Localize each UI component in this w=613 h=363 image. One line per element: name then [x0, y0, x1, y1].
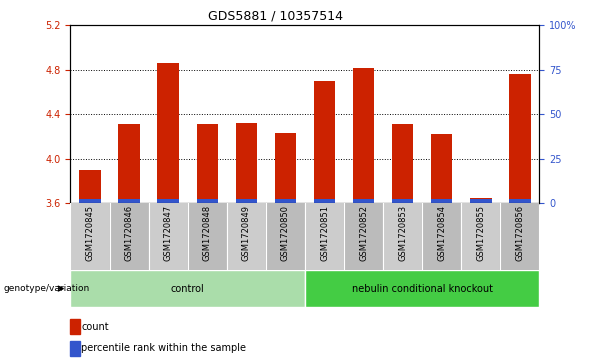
Bar [158, 199, 179, 203]
Text: GSM1720845: GSM1720845 [86, 205, 94, 261]
Bar [235, 199, 257, 203]
Bar [149, 203, 188, 270]
Bar [470, 198, 492, 203]
Bar [314, 81, 335, 203]
Bar [118, 125, 140, 203]
Bar [79, 199, 101, 203]
Bar [353, 68, 375, 203]
Bar [500, 203, 539, 270]
Bar [235, 123, 257, 203]
Bar [422, 203, 462, 270]
Text: GSM1720853: GSM1720853 [398, 205, 407, 261]
Bar [70, 203, 110, 270]
Bar [79, 170, 101, 203]
Text: count: count [82, 322, 109, 332]
Text: GSM1720852: GSM1720852 [359, 205, 368, 261]
Text: GSM1720855: GSM1720855 [476, 205, 485, 261]
Text: GSM1720854: GSM1720854 [437, 205, 446, 261]
Bar [509, 74, 531, 203]
Bar [392, 199, 413, 203]
Bar [509, 199, 531, 203]
Bar [462, 203, 500, 270]
Bar [197, 125, 218, 203]
Bar [275, 199, 296, 203]
Text: GDS5881 / 10357514: GDS5881 / 10357514 [208, 9, 343, 22]
Text: GSM1720856: GSM1720856 [516, 205, 524, 261]
Bar [305, 203, 344, 270]
Bar [70, 319, 80, 334]
Bar [266, 203, 305, 270]
Text: control: control [171, 284, 205, 294]
Bar [158, 63, 179, 203]
Text: GSM1720847: GSM1720847 [164, 205, 173, 261]
Bar [188, 203, 227, 270]
Bar [227, 203, 266, 270]
Bar [275, 133, 296, 203]
Bar [431, 134, 452, 203]
Bar [118, 199, 140, 203]
Text: GSM1720850: GSM1720850 [281, 205, 290, 261]
Text: nebulin conditional knockout: nebulin conditional knockout [352, 284, 493, 294]
Bar [431, 199, 452, 203]
Bar [383, 203, 422, 270]
Bar [392, 125, 413, 203]
Bar [305, 270, 539, 307]
Bar [110, 203, 149, 270]
Text: GSM1720849: GSM1720849 [242, 205, 251, 261]
Bar [344, 203, 383, 270]
Text: percentile rank within the sample: percentile rank within the sample [82, 343, 246, 354]
Bar [470, 199, 492, 203]
Bar [197, 199, 218, 203]
Bar [353, 199, 375, 203]
Text: genotype/variation: genotype/variation [3, 284, 89, 293]
Text: GSM1720848: GSM1720848 [203, 205, 211, 261]
Text: GSM1720846: GSM1720846 [124, 205, 134, 261]
Text: GSM1720851: GSM1720851 [320, 205, 329, 261]
Bar [314, 199, 335, 203]
Bar [70, 270, 305, 307]
Bar [70, 341, 80, 356]
